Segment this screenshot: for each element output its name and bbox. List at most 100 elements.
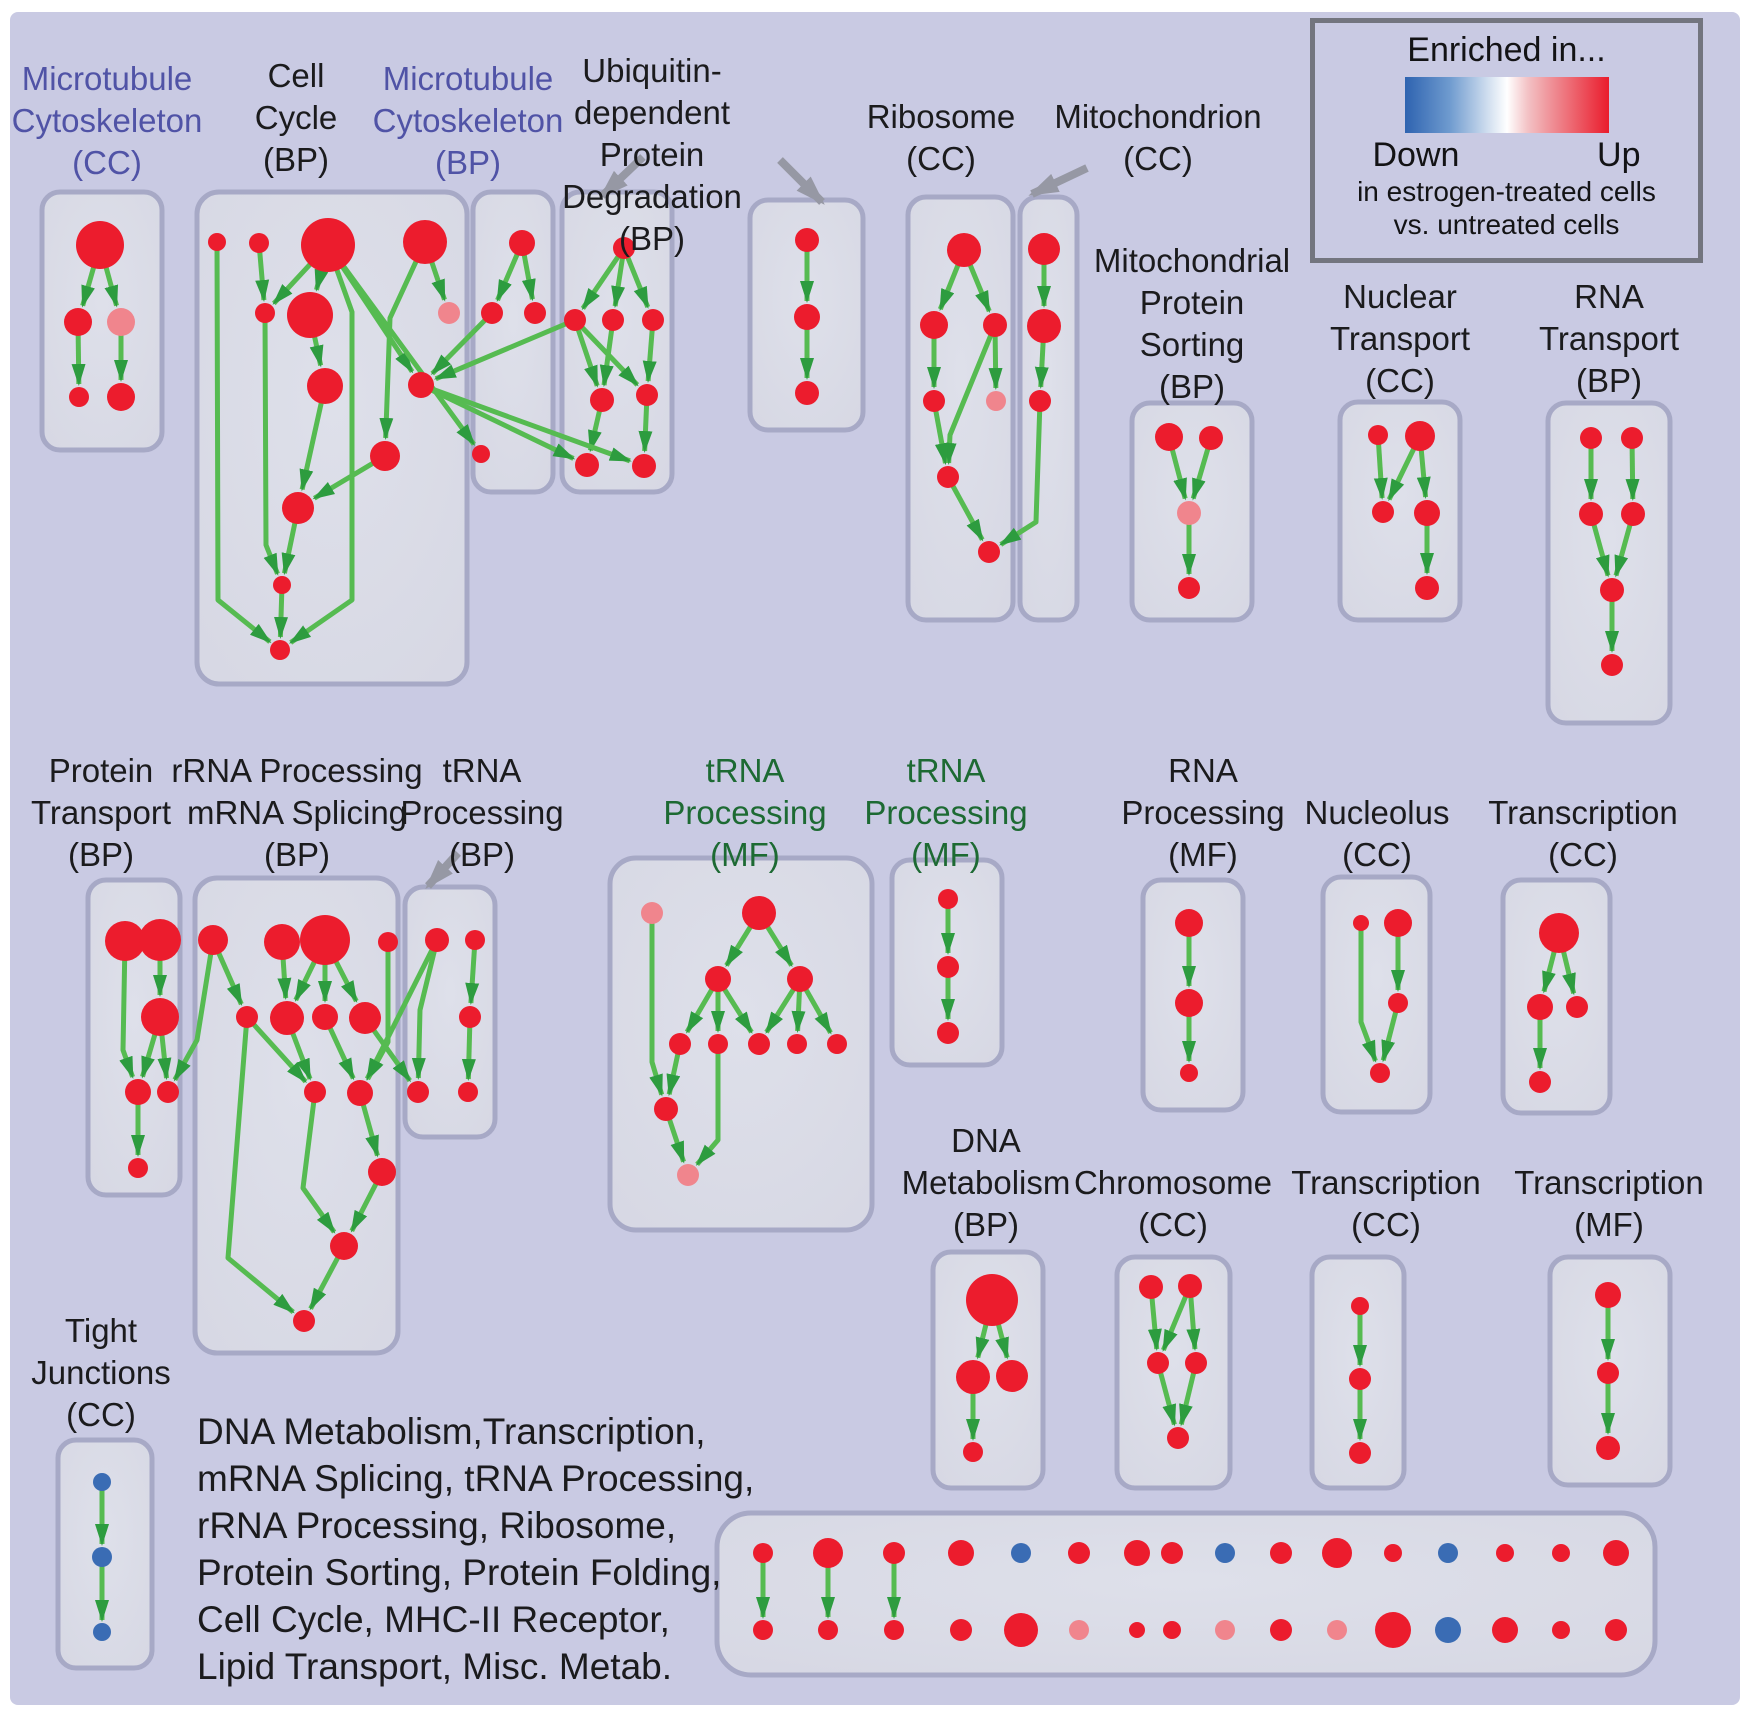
edge bbox=[225, 1016, 295, 1314]
cluster-label-dnam: DNA Metabolism (BP) bbox=[902, 1120, 1071, 1246]
node-txcc2-3 bbox=[1529, 1071, 1551, 1093]
node-mitoc-1 bbox=[1027, 309, 1061, 343]
edge bbox=[465, 939, 480, 1006]
pointer-arrow bbox=[425, 850, 461, 889]
node-rnat-4 bbox=[1600, 578, 1624, 602]
edge bbox=[411, 939, 440, 1080]
color-legend: Enriched in... Down Up in estrogen-treat… bbox=[1310, 18, 1703, 263]
cluster-label-line: tRNA bbox=[442, 752, 522, 789]
cluster-label-line: Ribosome bbox=[866, 98, 1016, 135]
pointer-arrow bbox=[599, 154, 646, 199]
misc-caption-line: DNA Metabolism,Transcription, bbox=[197, 1411, 706, 1452]
cluster-label-line: RNA bbox=[1574, 278, 1644, 315]
edge bbox=[300, 1091, 337, 1234]
node-ubiqA-5 bbox=[636, 384, 658, 406]
node-misc-27 bbox=[1375, 1612, 1411, 1648]
node-trnabp-3 bbox=[407, 1081, 429, 1103]
node-nuct-4 bbox=[1415, 576, 1439, 600]
edge bbox=[430, 311, 494, 376]
edge bbox=[999, 400, 1043, 547]
node-ubiqA-7 bbox=[632, 454, 656, 478]
node-cc-4 bbox=[255, 303, 275, 323]
legend-up-label: Up bbox=[1597, 136, 1641, 174]
node-mtcc-1 bbox=[64, 308, 92, 336]
cluster-label-line: (MF) bbox=[1168, 836, 1238, 873]
cluster-label-line: (BP) bbox=[263, 836, 330, 873]
edge bbox=[695, 1044, 721, 1166]
cluster-label-trnabp: tRNA Processing (BP) bbox=[400, 750, 563, 876]
node-txcc2-2 bbox=[1566, 996, 1588, 1018]
node-rnat-0 bbox=[1580, 427, 1602, 449]
node-mtcc-4 bbox=[107, 383, 135, 411]
node-mps-3 bbox=[1178, 577, 1200, 599]
cluster-label-line: Protein bbox=[48, 752, 154, 789]
node-mtcc-2 bbox=[107, 308, 135, 336]
legend-down-label: Down bbox=[1372, 136, 1460, 174]
node-trnamf1-3 bbox=[787, 966, 813, 992]
node-misc-12 bbox=[1438, 1543, 1458, 1563]
node-tj-2 bbox=[93, 1623, 111, 1641]
misc-caption-line: Lipid Transport, Misc. Metab. bbox=[197, 1646, 673, 1687]
node-ubiqB-2 bbox=[795, 381, 819, 405]
edge bbox=[420, 382, 632, 464]
cluster-label-nucleo: Nucleolus (CC) bbox=[1305, 792, 1450, 876]
node-cc-9 bbox=[370, 441, 400, 471]
cluster-label-mtbp: Microtubule Cytoskeleton (BP) bbox=[373, 58, 564, 184]
edge bbox=[1358, 923, 1378, 1063]
cluster-label-line: Transcription bbox=[1291, 1164, 1481, 1201]
cluster-label-trnamf1: tRNA Processing (MF) bbox=[663, 750, 826, 876]
cluster-label-line: Mitochondrion bbox=[1054, 98, 1262, 135]
node-txmf-1 bbox=[1597, 1362, 1619, 1384]
cluster-label-line: Nucleolus bbox=[1304, 794, 1450, 831]
misc-caption-line: rRNA Processing, Ribosome, bbox=[197, 1505, 677, 1546]
node-ubiqA-2 bbox=[602, 309, 624, 331]
edge bbox=[262, 312, 280, 576]
cluster-label-txmf: Transcription (MF) bbox=[1514, 1162, 1704, 1246]
node-txcc3-0 bbox=[1351, 1297, 1369, 1315]
cluster-label-line: (BP) bbox=[1158, 368, 1225, 405]
node-cc-2 bbox=[301, 218, 355, 272]
node-mps-1 bbox=[1199, 426, 1223, 450]
cluster-label-line: (CC) bbox=[1365, 362, 1435, 399]
cluster-label-nuct: Nuclear Transport (CC) bbox=[1330, 276, 1470, 402]
legend-gradient-bar bbox=[1404, 77, 1609, 133]
node-cc-3 bbox=[403, 220, 447, 264]
node-cc-7 bbox=[307, 368, 343, 404]
node-misc-16 bbox=[753, 1620, 773, 1640]
node-dnam-0 bbox=[966, 1274, 1018, 1326]
cluster-label-line: Microtubule bbox=[382, 60, 554, 97]
node-ubiqB-0 bbox=[795, 228, 819, 252]
cluster-label-line: (BP) bbox=[618, 220, 685, 257]
node-misc-25 bbox=[1270, 1619, 1292, 1641]
node-rrna-7 bbox=[349, 1002, 381, 1034]
node-mitoc-2 bbox=[1029, 390, 1051, 412]
cluster-label-line: Processing bbox=[663, 794, 827, 831]
cluster-label-line: (BP) bbox=[449, 836, 515, 873]
cluster-label-line: Microtubule bbox=[21, 60, 193, 97]
cluster-box-txcc2 bbox=[1500, 877, 1613, 1116]
node-misc-14 bbox=[1552, 1544, 1570, 1562]
node-ubiqA-6 bbox=[575, 453, 599, 477]
node-cc-0 bbox=[208, 233, 226, 251]
pointer-arrows bbox=[425, 154, 1089, 889]
cluster-label-line: (CC) bbox=[1342, 836, 1412, 873]
cluster-label-line: (BP) bbox=[952, 1206, 1019, 1243]
node-txcc2-0 bbox=[1539, 913, 1579, 953]
edge bbox=[419, 382, 576, 461]
edge bbox=[289, 244, 355, 645]
node-misc-11 bbox=[1384, 1544, 1402, 1562]
node-dnam-2 bbox=[996, 1360, 1028, 1392]
cluster-label-line: Processing bbox=[864, 794, 1028, 831]
node-trnabp-1 bbox=[465, 930, 485, 950]
cluster-label-txcc3: Transcription (CC) bbox=[1291, 1162, 1481, 1246]
node-ubiqA-1 bbox=[564, 309, 586, 331]
node-misc-19 bbox=[950, 1619, 972, 1641]
cluster-box-misc bbox=[714, 1510, 1658, 1678]
node-mitoc-0 bbox=[1028, 233, 1060, 265]
edge bbox=[572, 319, 600, 388]
node-misc-30 bbox=[1552, 1621, 1570, 1639]
node-rnap-2 bbox=[1180, 1064, 1198, 1082]
node-rnat-5 bbox=[1601, 654, 1623, 676]
node-trnamf2-2 bbox=[937, 1022, 959, 1044]
